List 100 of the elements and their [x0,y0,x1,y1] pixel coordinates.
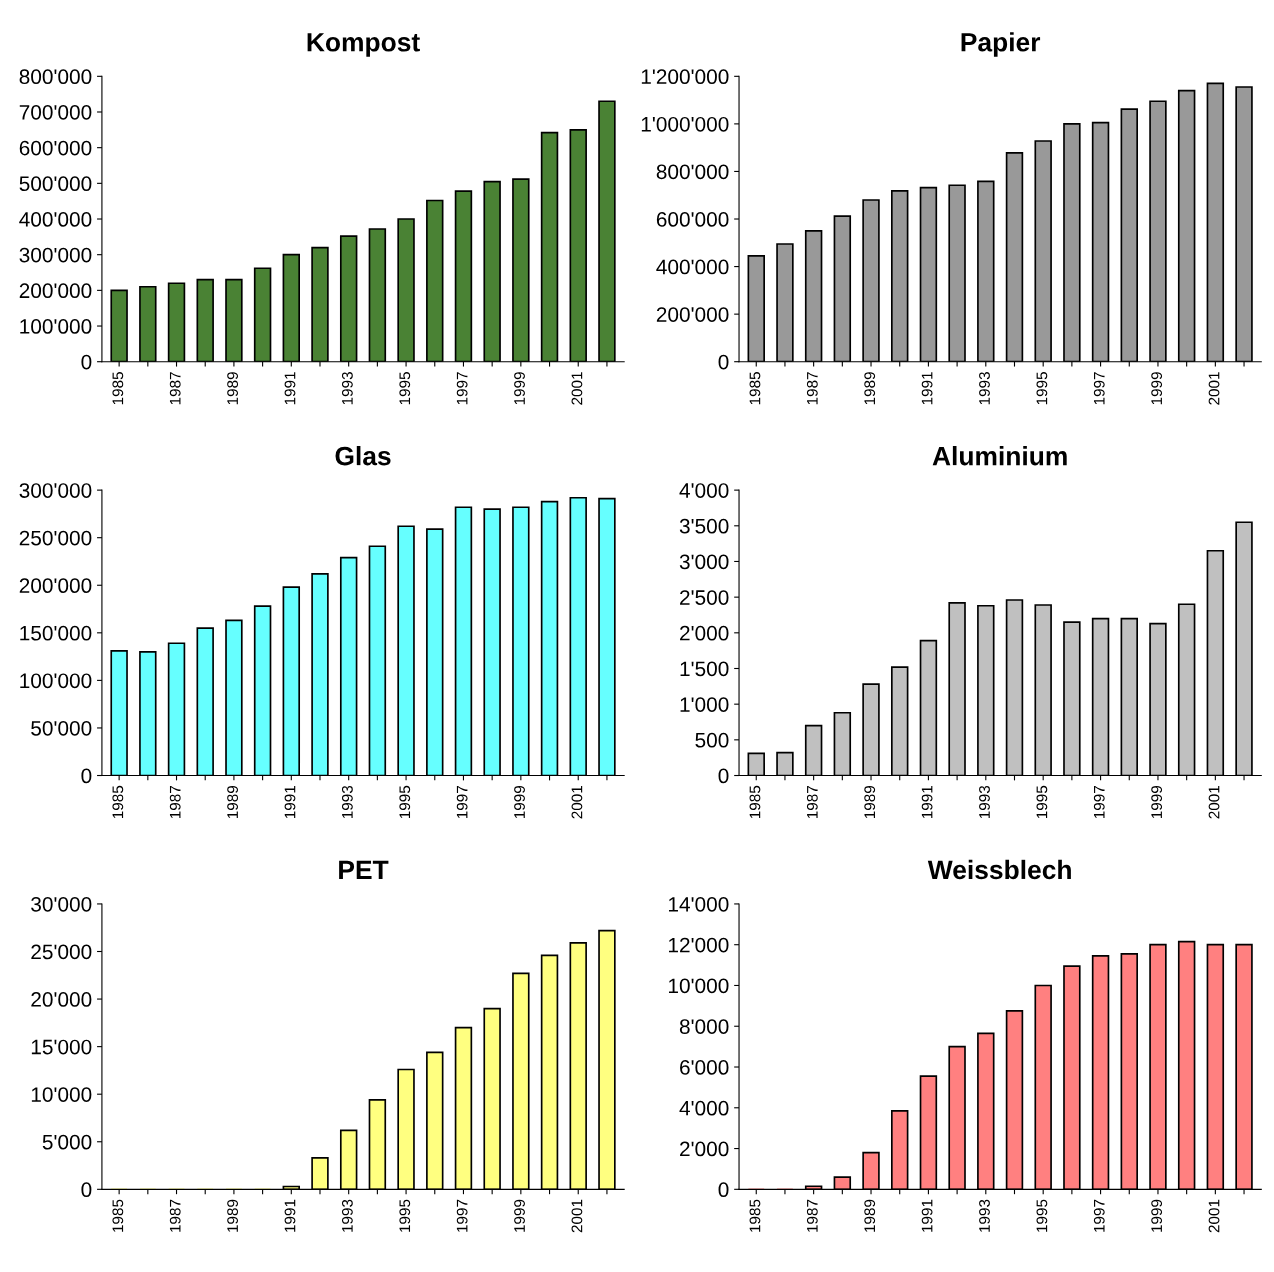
y-tick-label: 100'000 [20,319,92,334]
x-tick-label: 2001 [571,785,583,819]
y-tick-label: 600'000 [656,212,729,227]
y-tick-label: 3'000 [679,554,729,570]
x-tick-label: 1997 [1093,1199,1105,1232]
x-tick-label: 1995 [1036,372,1048,405]
y-tick-label: 15'000 [31,1039,92,1055]
chart-title: PET [339,860,389,879]
y-tick-label: 300'000 [19,483,92,498]
x-tick-label: 2001 [571,372,583,405]
x-tick-label: 1989 [227,1199,239,1232]
x-tick-label: 1989 [864,785,876,819]
x-tick-label: 1989 [864,372,876,405]
x-tick-label: 1993 [341,372,353,405]
x-tick-label: 1997 [456,1199,468,1232]
x-tick-label: 1985 [749,785,761,819]
y-tick-label: 200'000 [19,283,92,299]
x-tick-label: 1995 [399,785,411,819]
chart-title: Weissblech [927,859,1071,880]
x-tick-label: 1993 [341,785,353,819]
x-tick-label: 1999 [514,785,525,819]
x-tick-label: 1991 [284,785,296,819]
y-tick-label: 25'000 [31,944,92,960]
x-tick-label: 1987 [806,1199,818,1232]
y-tick-label: 0 [718,768,729,784]
y-tick-label: 0 [81,768,92,784]
x-tick-label: 1999 [1151,785,1163,819]
x-tick-label: 1997 [456,786,468,819]
y-tick-label: 0 [718,354,729,370]
y-tick-label: 4'000 [679,483,729,498]
x-tick-label: 2001 [1208,372,1220,405]
x-tick-label: 2001 [571,1199,583,1233]
y-tick-label: 6'000 [680,1060,729,1075]
y-tick-label: 250'000 [19,530,92,546]
y-tick-label: 800'000 [656,164,729,180]
x-tick-label: 1985 [112,1199,124,1232]
y-tick-label: 14'000 [669,896,729,912]
x-tick-label: 1987 [169,786,181,819]
x-tick-label: 1989 [864,1199,876,1232]
x-tick-label: 1985 [112,785,124,819]
y-tick-label: 1'000 [680,697,729,712]
x-tick-label: 1999 [514,1199,525,1232]
y-tick-label: 500'000 [19,176,92,192]
x-tick-label: 1985 [112,372,124,405]
x-tick-label: 1987 [169,372,181,405]
x-tick-label: 1991 [921,785,933,819]
x-tick-label: 1997 [456,372,468,405]
x-tick-label: 1999 [1151,1199,1163,1232]
y-tick-label: 0 [718,1182,729,1198]
x-tick-label: 1993 [979,1199,990,1232]
y-tick-label: 4'000 [679,1100,729,1116]
x-tick-label: 1991 [921,372,933,405]
chart-title: Kompost [307,33,420,57]
y-tick-label: 3'500 [679,518,729,534]
y-tick-label: 500 [695,732,729,748]
y-tick-label: 2'500 [680,590,729,605]
x-tick-label: 1987 [806,786,818,819]
x-tick-label: 1985 [749,1199,761,1232]
y-tick-label: 0 [81,1182,92,1198]
y-tick-label: 2'000 [680,1141,729,1157]
y-tick-label: 600'000 [19,140,92,156]
x-tick-label: 1995 [1036,1199,1048,1232]
x-tick-label: 1997 [1093,372,1105,405]
y-tick-label: 12'000 [669,937,729,953]
x-tick-label: 2001 [1208,1199,1220,1233]
x-tick-label: 1989 [227,372,239,405]
x-tick-label: 1993 [979,785,990,819]
y-tick-label: 1'000'000 [641,116,729,132]
y-tick-label: 20'000 [31,992,92,1007]
y-tick-label: 30'000 [31,896,92,912]
x-tick-label: 1991 [284,1199,296,1232]
x-tick-label: 1991 [284,372,296,405]
chart-title: Glas [335,446,391,466]
x-tick-label: 1987 [806,372,818,405]
x-tick-label: 1995 [1036,785,1048,819]
y-tick-label: 150'000 [20,625,92,641]
y-tick-label: 1'200'000 [641,69,729,85]
x-tick-label: 1999 [1151,372,1163,405]
y-tick-label: 10'000 [31,1087,92,1102]
x-tick-label: 1993 [979,372,990,405]
y-tick-label: 200'000 [19,578,92,594]
x-tick-label: 1991 [921,1199,933,1232]
x-tick-label: 1995 [399,372,411,405]
y-tick-label: 5'000 [42,1134,92,1150]
x-tick-label: 1987 [169,1199,181,1232]
x-tick-label: 1995 [399,1199,411,1232]
y-tick-label: 300'000 [19,247,92,263]
y-tick-label: 8'000 [679,1019,729,1034]
y-tick-label: 100'000 [20,673,92,689]
x-tick-label: 1999 [514,372,525,405]
y-tick-label: 0 [81,354,92,370]
y-tick-label: 200'000 [656,307,729,322]
x-tick-label: 1985 [749,372,761,405]
y-tick-label: 800'000 [19,69,92,85]
y-tick-label: 700'000 [19,104,92,120]
x-tick-label: 1993 [341,1199,353,1232]
chart-title: Aluminium [932,446,1067,466]
y-tick-label: 400'000 [19,212,92,227]
y-tick-label: 50'000 [31,720,92,736]
y-tick-label: 1'500 [680,661,729,677]
